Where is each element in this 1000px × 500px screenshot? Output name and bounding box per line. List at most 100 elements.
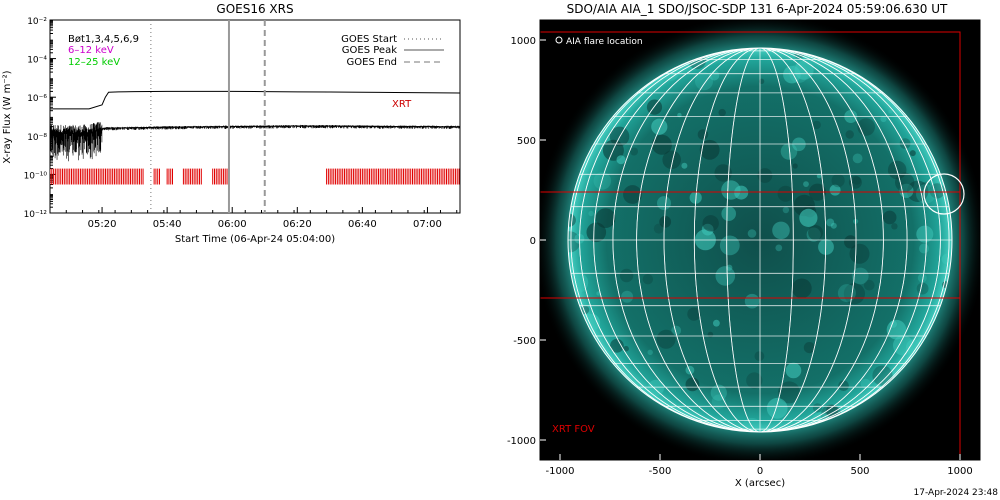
surface-feature <box>826 218 835 227</box>
x-tick-label: 0 <box>757 466 763 477</box>
surface-feature <box>734 185 749 200</box>
surface-feature <box>830 222 837 229</box>
surface-feature <box>647 379 665 396</box>
x-tick-label: 500 <box>850 466 869 477</box>
surface-feature <box>852 153 863 164</box>
surface-feature <box>630 147 638 156</box>
y-tick-label: 10⁻¹⁰ <box>24 171 48 181</box>
left-plot-frame <box>49 19 461 214</box>
surface-feature <box>812 120 821 130</box>
longitude-line <box>612 48 908 432</box>
surface-feature <box>916 225 934 243</box>
x-tick-label: 06:00 <box>218 219 247 230</box>
y-tick-label: 1000 <box>511 36 536 47</box>
surface-feature <box>685 377 700 392</box>
surface-feature <box>642 274 654 285</box>
surface-feature <box>826 404 839 417</box>
surface-feature <box>657 196 671 211</box>
surface-feature <box>803 181 809 188</box>
surface-feature <box>851 267 869 285</box>
surface-feature <box>907 180 929 202</box>
x-tick-label: 1000 <box>947 466 972 477</box>
surface-feature <box>916 184 936 204</box>
surface-feature <box>852 176 861 185</box>
surface-feature <box>785 362 802 379</box>
left-title: GOES16 XRS <box>216 2 293 16</box>
flare-location-circle <box>923 173 965 215</box>
xrt-annotation: XRT <box>392 99 412 110</box>
surface-feature <box>721 206 736 221</box>
surface-feature <box>568 231 581 253</box>
surface-feature <box>721 180 741 200</box>
surface-feature <box>697 129 709 140</box>
surface-feature <box>699 139 720 160</box>
surface-feature <box>741 417 763 432</box>
series-low-channel-line <box>50 125 460 135</box>
surface-feature <box>646 99 663 115</box>
flare-legend-marker <box>555 36 563 44</box>
generation-timestamp: 17-Apr-2024 23:48 <box>914 488 999 498</box>
surface-feature <box>586 222 607 243</box>
surface-feature <box>695 72 713 91</box>
surface-feature <box>919 243 929 254</box>
surface-feature <box>844 235 858 249</box>
surface-feature <box>715 266 736 286</box>
left-x-axis: 05:20 05:40 06:00 06:20 06:40 07:00 <box>49 207 458 230</box>
surface-feature <box>726 264 733 271</box>
y-tick-label: 10⁻⁶ <box>27 94 47 104</box>
surface-feature <box>803 342 816 354</box>
x-tick-label: 07:00 <box>413 219 442 230</box>
surface-feature <box>895 172 915 192</box>
surface-feature <box>623 345 629 352</box>
surface-feature <box>777 185 794 202</box>
surface-feature <box>872 365 893 386</box>
xrt-observation-bars <box>50 168 460 185</box>
surface-feature <box>909 150 916 157</box>
surface-feature <box>595 208 616 229</box>
surface-feature <box>719 235 740 256</box>
surface-feature <box>619 268 634 283</box>
surface-feature <box>681 162 688 169</box>
surface-feature <box>766 397 788 419</box>
surface-feature <box>714 164 732 182</box>
y-tick-label: -500 <box>513 336 536 347</box>
surface-feature <box>602 139 624 161</box>
surface-feature <box>588 210 594 217</box>
x-tick-label: -500 <box>649 466 672 477</box>
surface-feature <box>782 206 790 214</box>
surface-feature <box>621 290 634 303</box>
flare-location-label: AIA flare location <box>566 37 643 47</box>
surface-feature <box>651 118 668 135</box>
left-y-axis: 10⁻¹² 10⁻¹⁰ 10⁻⁸ 10⁻⁶ 10⁻⁴ 10⁻² <box>24 17 56 220</box>
surface-feature <box>891 223 898 230</box>
surface-feature <box>799 208 818 227</box>
xrt-fov-outer-box <box>540 31 961 460</box>
longitude-line <box>570 48 950 432</box>
legend-label-end: GOES End <box>347 57 397 68</box>
longitude-line <box>726 48 794 432</box>
longitude-line <box>663 48 857 432</box>
surface-feature <box>659 215 672 228</box>
legend-label-start: GOES Start <box>341 34 397 45</box>
surface-feature <box>702 215 719 232</box>
surface-feature <box>747 229 757 238</box>
series-high-channel-line <box>50 90 460 110</box>
x-tick-label: 05:20 <box>88 219 117 230</box>
surface-feature <box>623 185 642 204</box>
y-tick-label: 0 <box>530 236 536 247</box>
detector-label: Bøt1,3,4,5,6,9 <box>68 34 139 45</box>
longitude-line <box>579 48 941 432</box>
left-x-axis-label: Start Time (06-Apr-24 05:04:00) <box>175 234 335 245</box>
left-y-axis-label: X-ray Flux (W m⁻²) <box>2 70 13 163</box>
solar-texture <box>568 49 952 432</box>
surface-feature <box>709 70 720 81</box>
surface-feature <box>916 282 929 295</box>
surface-feature <box>882 210 897 225</box>
legend-label-peak: GOES Peak <box>342 45 397 56</box>
surface-feature <box>707 331 714 338</box>
right-x-axis-label: X (arcsec) <box>735 478 785 489</box>
surface-feature <box>843 283 866 305</box>
high-energy-label: 12–25 keV <box>68 57 120 68</box>
surface-feature <box>831 174 845 188</box>
